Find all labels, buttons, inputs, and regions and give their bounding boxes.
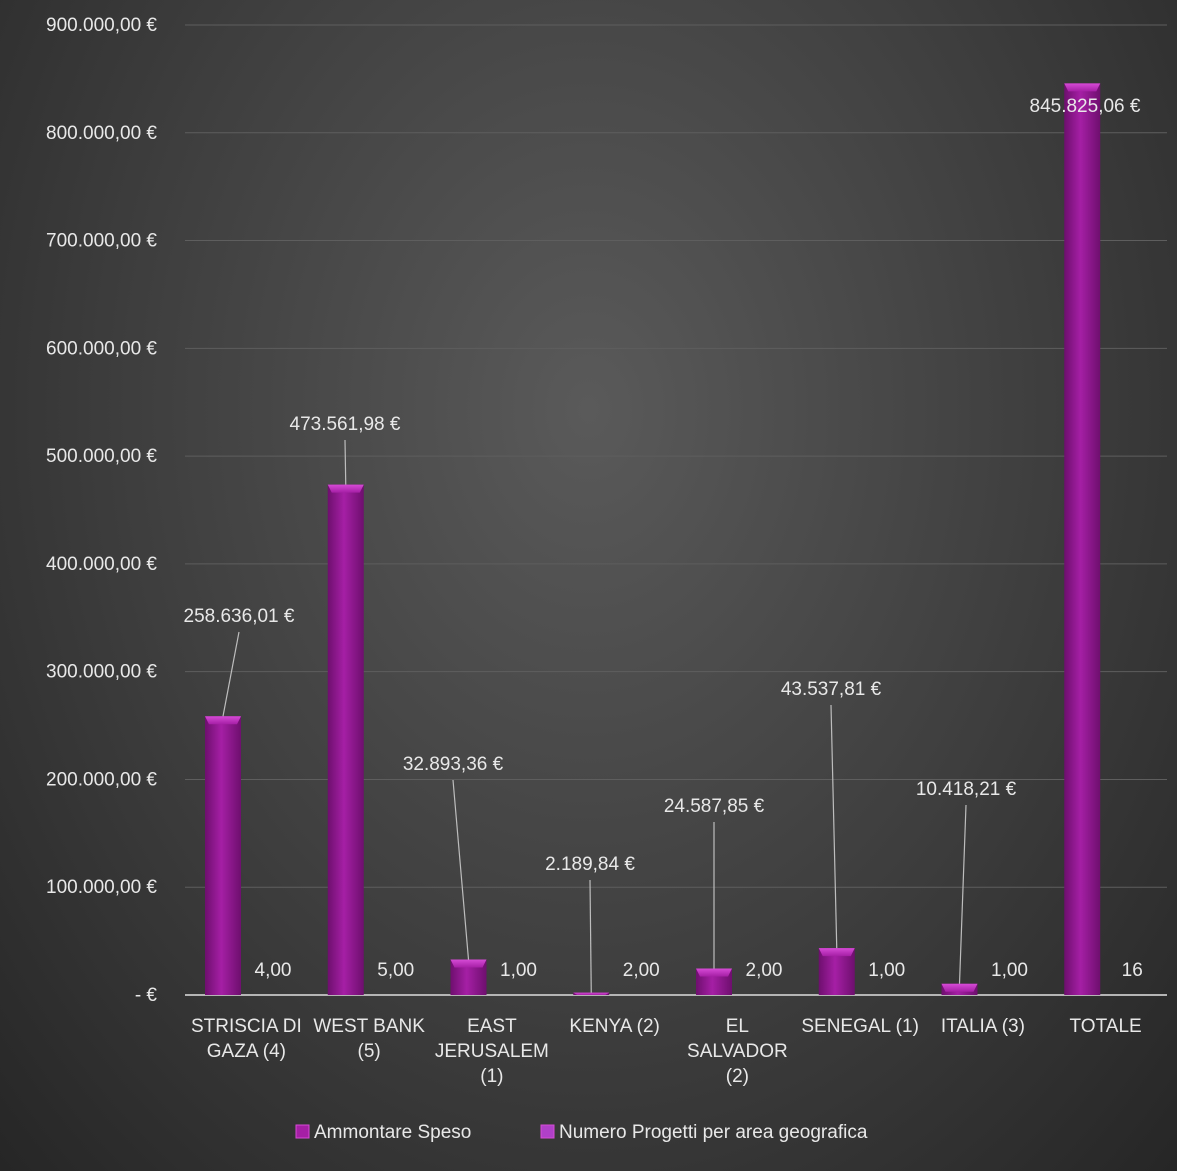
y-tick-label: 200.000,00 € <box>46 769 157 790</box>
data-label-numero-progetti: 1,00 <box>868 960 905 981</box>
y-tick-label: 800.000,00 € <box>46 123 157 144</box>
x-tick-label: (2) <box>726 1066 749 1087</box>
y-tick-label: 500.000,00 € <box>46 446 157 467</box>
y-tick-label: 700.000,00 € <box>46 231 157 252</box>
bar-top-cap <box>696 968 732 977</box>
data-label-ammontare: 24.587,85 € <box>664 796 765 817</box>
x-tick-label: STRISCIA DI <box>191 1016 302 1037</box>
legend-swatch <box>295 1124 310 1139</box>
data-label-numero-progetti: 1,00 <box>500 960 537 981</box>
y-tick-label: - € <box>135 985 158 1006</box>
bar-ammontare-speso <box>205 716 241 995</box>
legend-label: Ammontare Speso <box>314 1122 471 1143</box>
y-tick-label: 900.000,00 € <box>46 15 157 36</box>
legend-swatch <box>540 1124 555 1139</box>
data-label-numero-progetti: 1,00 <box>991 960 1028 981</box>
x-tick-label: EL <box>726 1016 749 1037</box>
x-tick-label: KENYA (2) <box>569 1016 659 1037</box>
y-tick-label: 400.000,00 € <box>46 554 157 575</box>
bar-top-cap <box>1064 83 1101 92</box>
data-label-numero-progetti: 4,00 <box>255 960 292 981</box>
x-tick-label: SENEGAL (1) <box>801 1016 919 1037</box>
bar-ammontare-speso <box>327 484 364 995</box>
data-label-ammontare: 845.825,06 € <box>1030 96 1141 117</box>
data-label-numero-progetti: 2,00 <box>746 960 783 981</box>
x-tick-label: WEST BANK <box>313 1016 425 1037</box>
bar-top-cap <box>450 959 487 968</box>
data-label-ammontare: 473.561,98 € <box>290 414 401 435</box>
data-label-ammontare: 43.537,81 € <box>781 679 882 700</box>
x-tick-label: (1) <box>480 1066 503 1087</box>
y-tick-label: 300.000,00 € <box>46 662 157 683</box>
leader-line <box>222 631 240 717</box>
leader-line <box>344 439 347 485</box>
data-label-ammontare: 10.418,21 € <box>916 779 1017 800</box>
legend-label: Numero Progetti per area geografica <box>559 1122 868 1143</box>
data-label-numero-progetti: 2,00 <box>623 960 660 981</box>
data-label-ammontare: 2.189,84 € <box>545 854 635 875</box>
bar-top-cap <box>205 716 241 725</box>
x-tick-label: JERUSALEM <box>435 1041 549 1062</box>
x-tick-label: ITALIA (3) <box>941 1016 1025 1037</box>
bar-top-cap <box>573 992 610 995</box>
leader-line <box>830 704 838 949</box>
data-label-numero-progetti: 5,00 <box>377 960 414 981</box>
x-tick-label: TOTALE <box>1070 1016 1142 1037</box>
leader-line <box>452 779 470 960</box>
y-tick-label: 600.000,00 € <box>46 338 157 359</box>
y-tick-label: 100.000,00 € <box>46 877 157 898</box>
x-tick-label: GAZA (4) <box>207 1041 286 1062</box>
leader-line <box>589 879 592 993</box>
data-label-numero-progetti: 16 <box>1122 960 1143 981</box>
x-tick-label: EAST <box>467 1016 517 1037</box>
bar-top-cap <box>327 484 364 493</box>
leader-line <box>958 804 967 984</box>
data-label-ammontare: 32.893,36 € <box>403 754 504 775</box>
data-label-ammontare: 258.636,01 € <box>184 606 295 627</box>
bar-top-cap <box>818 948 855 957</box>
bar-ammontare-speso <box>1064 83 1101 995</box>
x-tick-label: (5) <box>358 1041 381 1062</box>
bar-top-cap <box>941 983 978 992</box>
x-tick-label: SALVADOR <box>687 1041 788 1062</box>
